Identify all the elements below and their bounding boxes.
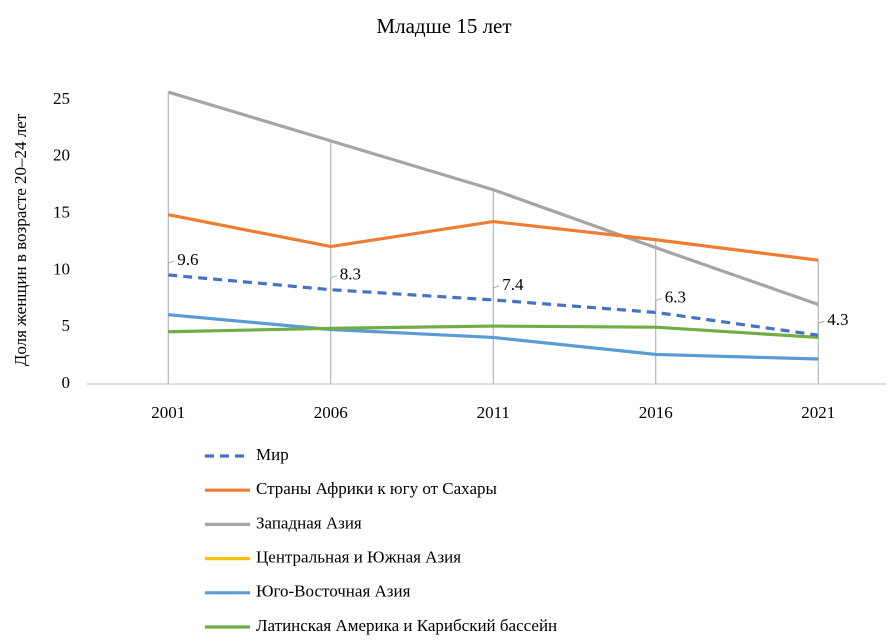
x-tick-label: 2021: [801, 403, 835, 422]
line-series: [168, 273, 819, 337]
data-label: 9.6: [177, 250, 198, 269]
legend-label: Юго-Восточная Азия: [256, 582, 411, 601]
y-tick-label: 15: [53, 203, 70, 222]
legend-label: Латинская Америка и Карибский бассейн: [256, 616, 557, 635]
data-label: 4.3: [827, 310, 848, 329]
data-label: 8.3: [340, 265, 361, 284]
x-tick-label: 2011: [477, 403, 510, 422]
x-tick-label: 2016: [639, 403, 673, 422]
line-series: [168, 324, 819, 340]
data-label: 7.4: [502, 275, 524, 294]
line-series: [167, 90, 819, 306]
leader-line: [330, 275, 337, 290]
y-axis-label: Доля женщин в возрасте 20–24 лет: [11, 113, 30, 366]
x-tick-label: 2006: [314, 403, 348, 422]
leader-line: [655, 297, 662, 313]
legend-label: Страны Африки к югу от Сахары: [256, 479, 498, 498]
legend-label: Западная Азия: [256, 513, 362, 532]
legend-label: Центральная и Южная Азия: [256, 548, 461, 567]
leader-line: [167, 260, 175, 275]
y-tick-label: 25: [53, 89, 70, 108]
line-series: [167, 213, 819, 262]
y-tick-label: 20: [53, 146, 70, 165]
y-tick-label: 5: [62, 316, 71, 335]
y-tick-label: 10: [53, 259, 70, 278]
chart-title: Младше 15 лет: [376, 14, 511, 38]
x-tick-label: 2001: [151, 403, 185, 422]
y-tick-label: 0: [62, 373, 71, 392]
data-label: 6.3: [665, 287, 686, 306]
leader-line: [817, 320, 825, 336]
line-series: [168, 313, 819, 361]
leader-line: [492, 285, 500, 300]
legend-label: Мир: [256, 445, 289, 464]
